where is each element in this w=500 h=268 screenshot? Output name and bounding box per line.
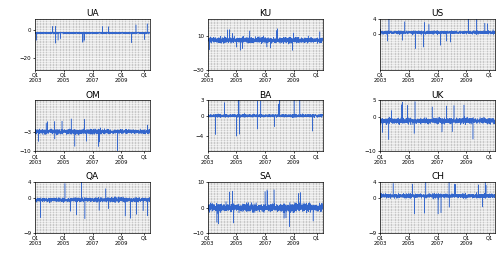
Title: CH: CH — [431, 172, 444, 181]
Title: SA: SA — [259, 172, 271, 181]
Title: UA: UA — [86, 9, 99, 18]
Title: US: US — [432, 9, 444, 18]
Title: BA: BA — [259, 91, 271, 100]
Title: KU: KU — [259, 9, 271, 18]
Title: UK: UK — [432, 91, 444, 100]
Title: OM: OM — [85, 91, 100, 100]
Title: QA: QA — [86, 172, 99, 181]
